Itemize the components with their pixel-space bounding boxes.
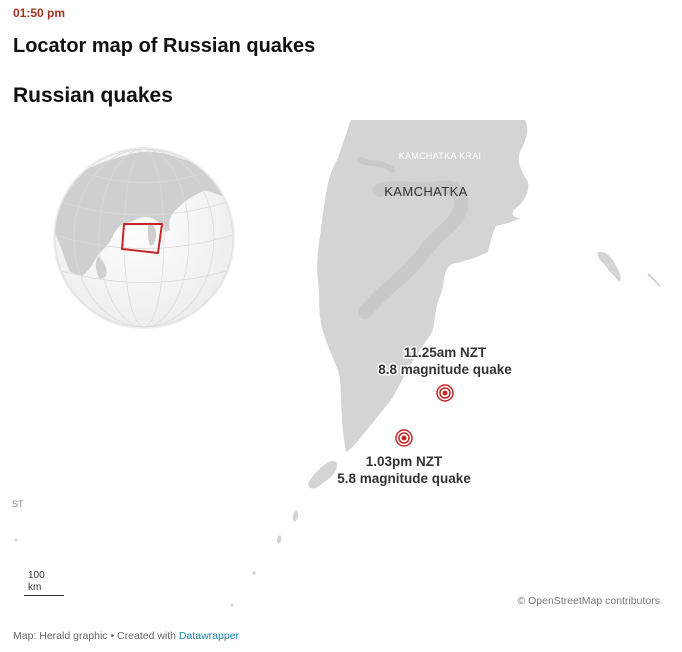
page-title: Locator map of Russian quakes: [13, 35, 316, 57]
globe-kamchatka: [147, 222, 157, 246]
quake-2-time: 1.03pm NZT: [366, 454, 443, 469]
scale-label: 100 km: [28, 570, 45, 594]
commander-islands: [597, 251, 661, 287]
map-title: Russian quakes: [13, 84, 173, 107]
inset-globe: [53, 147, 235, 329]
edge-label: ST: [12, 499, 24, 509]
datawrapper-link[interactable]: Datawrapper: [178, 630, 240, 642]
kamchatka-peninsula: [317, 120, 529, 452]
quake-1-time: 11.25am NZT: [404, 345, 487, 360]
globe-landmass: [55, 151, 210, 276]
map-attribution: © OpenStreetMap contributors: [517, 595, 660, 607]
scale-bar: [24, 595, 64, 596]
peninsula-label: KAMCHATKA: [384, 184, 468, 199]
globe-graticule: [55, 149, 233, 327]
footer-credit-text: Map: Herald graphic • Created with: [13, 630, 179, 642]
quake-2-description: 5.8 magnitude quake: [337, 471, 471, 486]
region-label: KAMCHATKA KRAI: [399, 151, 482, 161]
quake-marker-1[interactable]: [436, 384, 454, 402]
scale-value: 100: [28, 570, 45, 581]
footer-credit: Map: Herald graphic • Created with Dataw…: [13, 630, 239, 642]
globe-locator-box: [121, 223, 163, 254]
quake-marker-2[interactable]: [395, 429, 413, 447]
kuril-islands: [14, 460, 338, 607]
kamchatka-terrain: [358, 180, 469, 319]
scale-unit: km: [28, 582, 42, 593]
gulf-shoreline: [479, 251, 491, 277]
quake-1-description: 8.8 magnitude quake: [378, 362, 512, 377]
timestamp: 01:50 pm: [13, 6, 66, 20]
